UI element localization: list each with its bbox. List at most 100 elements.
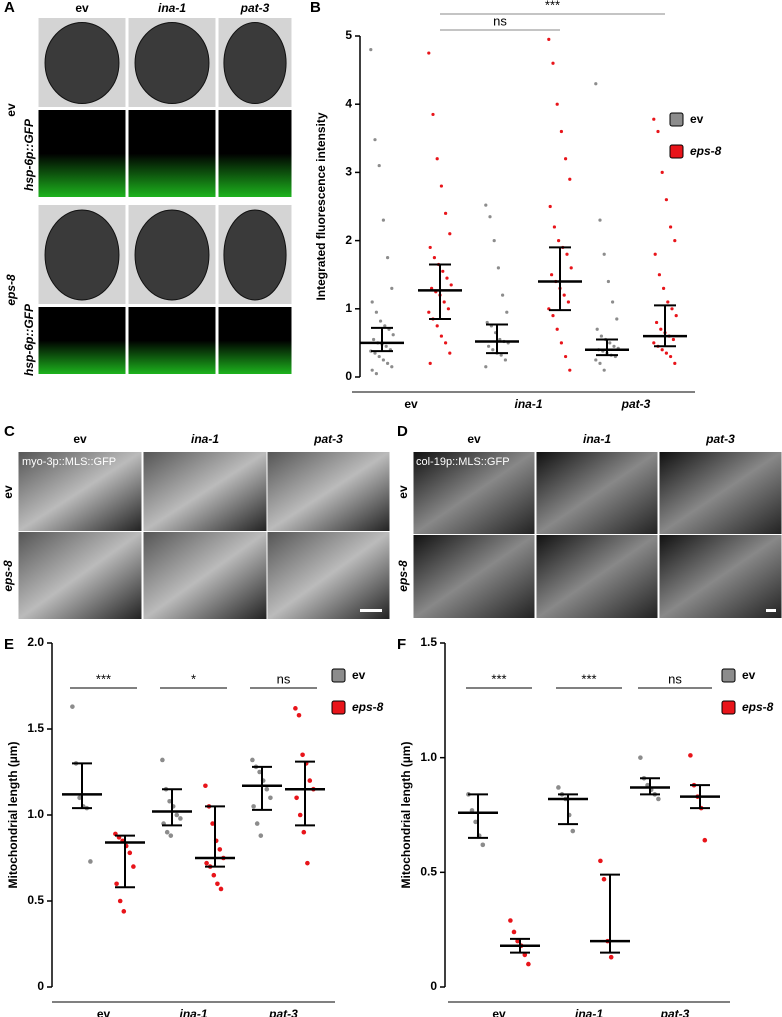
data-point <box>559 129 564 134</box>
data-point <box>217 847 223 852</box>
data-point <box>674 314 678 318</box>
micrograph <box>128 307 216 374</box>
data-point <box>508 918 513 923</box>
micrograph <box>659 535 782 618</box>
data-point <box>547 37 551 42</box>
data-point <box>485 320 489 325</box>
data-point <box>656 796 661 802</box>
data-point <box>439 334 443 338</box>
data-point <box>594 82 598 86</box>
data-point <box>660 170 664 174</box>
data-point <box>168 833 174 838</box>
significance-label: *** <box>581 671 596 686</box>
data-point <box>670 307 674 311</box>
x-group-label: ev <box>492 1007 506 1017</box>
data-point <box>565 252 569 256</box>
legend-swatch <box>721 668 736 683</box>
x-group-label: ina-1 <box>179 1007 207 1017</box>
legend-label: eps-8 <box>742 700 774 714</box>
data-point <box>669 354 673 359</box>
micrograph <box>128 110 216 197</box>
data-point <box>294 795 299 801</box>
data-point <box>391 333 395 337</box>
data-point <box>215 881 220 887</box>
row-sublabel: hsp-6p::GFP <box>22 118 36 191</box>
data-point <box>374 371 378 376</box>
micrograph <box>413 535 535 618</box>
data-point <box>370 300 374 304</box>
column-label: ina-1 <box>158 1 186 15</box>
data-point <box>568 368 572 372</box>
x-group-label: pat-3 <box>268 1007 298 1017</box>
micrograph <box>18 532 142 619</box>
y-tick-label: 1.0 <box>420 750 437 764</box>
data-point <box>300 752 305 758</box>
data-point <box>258 833 264 838</box>
data-point <box>77 795 82 801</box>
data-point <box>657 273 662 277</box>
legend-label: ev <box>352 668 366 682</box>
data-point <box>551 314 555 318</box>
data-point <box>254 821 260 826</box>
column-label: ev <box>73 432 87 446</box>
data-point <box>656 129 660 134</box>
inset-label: myo-3p::MLS::GFP <box>22 456 116 468</box>
y-tick-label: 1 <box>345 301 352 315</box>
micrograph <box>413 452 535 534</box>
data-point <box>555 102 559 106</box>
panel-letter: F <box>397 636 406 653</box>
legend-label: eps-8 <box>690 144 722 158</box>
data-point <box>390 286 394 290</box>
y-tick-label: 0 <box>430 979 437 993</box>
data-point <box>499 353 503 357</box>
data-point <box>511 929 517 935</box>
micrograph <box>536 452 658 534</box>
data-point <box>257 769 262 775</box>
row-label: ev <box>1 485 15 499</box>
column-label: pat-3 <box>313 432 343 446</box>
data-point <box>390 365 394 369</box>
data-point <box>702 837 708 843</box>
data-point <box>526 961 531 967</box>
data-point <box>268 795 273 801</box>
data-point <box>432 256 436 260</box>
x-group-label: pat-3 <box>660 1007 690 1017</box>
data-point <box>484 203 488 207</box>
legend-swatch <box>721 700 736 715</box>
data-point <box>599 334 604 338</box>
data-point <box>377 354 381 359</box>
data-point <box>127 850 133 856</box>
micrograph <box>218 110 292 197</box>
column-label: ev <box>75 1 89 15</box>
data-point <box>652 341 656 345</box>
significance-label: * <box>191 671 196 686</box>
data-point <box>652 117 656 121</box>
data-point <box>501 293 505 297</box>
y-axis-title: Integrated fluorescence intensity <box>314 112 328 300</box>
data-point <box>555 327 559 331</box>
data-point <box>427 51 431 55</box>
scale-bar <box>360 609 382 612</box>
data-point <box>174 812 180 818</box>
row-label: eps-8 <box>4 274 18 306</box>
data-point <box>251 804 256 809</box>
data-point <box>449 283 453 287</box>
y-tick-label: 1.5 <box>420 635 437 649</box>
micrograph <box>536 535 658 618</box>
panel-letter: D <box>397 423 408 440</box>
data-point <box>569 266 573 270</box>
data-point <box>606 279 611 284</box>
column-label: pat-3 <box>705 432 735 446</box>
y-tick-label: 2 <box>345 233 352 247</box>
data-point <box>386 361 390 365</box>
micrograph <box>267 452 390 531</box>
y-tick-label: 0.5 <box>27 893 44 907</box>
y-tick-label: 4 <box>345 96 352 110</box>
data-point <box>381 358 385 362</box>
data-point <box>428 361 432 365</box>
data-point <box>250 757 255 763</box>
y-tick-label: 0.5 <box>420 865 437 879</box>
data-point <box>297 812 303 818</box>
